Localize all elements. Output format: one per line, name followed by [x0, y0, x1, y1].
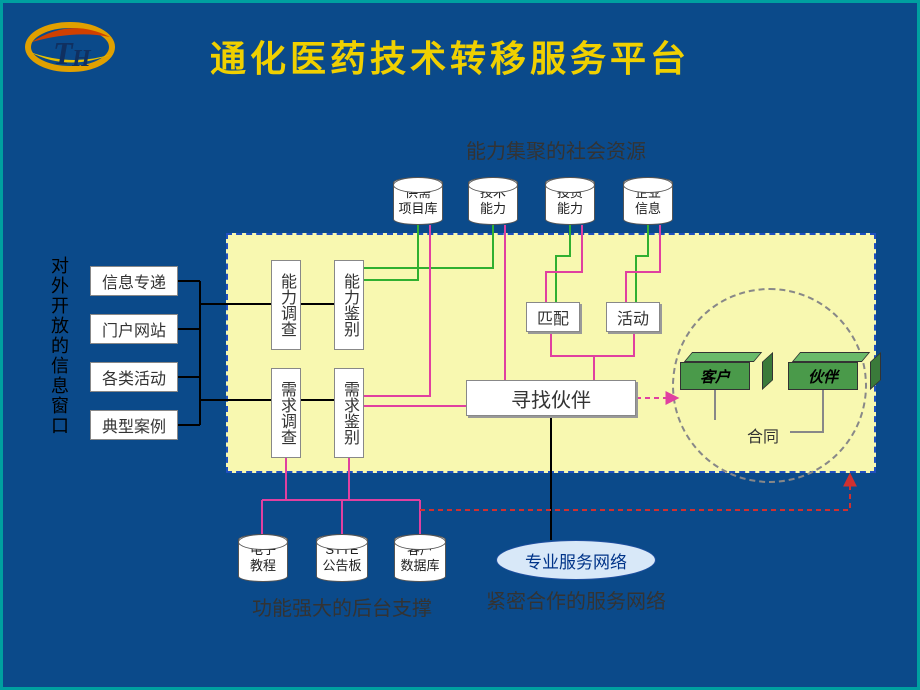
cylinder-db: 供需项目库: [393, 177, 443, 225]
info-window-box: 各类活动: [90, 362, 178, 392]
info-window-box: 门户网站: [90, 314, 178, 344]
process-box: 活动: [606, 302, 660, 332]
svg-text:T: T: [53, 35, 74, 71]
page-title: 通化医药技术转移服务平台: [210, 30, 690, 82]
cylinder-db: 电子教程: [238, 534, 288, 582]
process-box: 匹配: [526, 302, 580, 332]
info-window-box: 信息专递: [90, 266, 178, 296]
actor-cube: 客户: [680, 352, 762, 390]
logo: T H: [20, 12, 120, 82]
section-label-bottom-left: 功能强大的后台支撑: [252, 592, 432, 621]
section-label-left: 对外开放的信息窗口: [46, 256, 72, 436]
svg-text:H: H: [71, 46, 92, 72]
process-vbox: 能力调查: [271, 260, 301, 350]
section-label-bottom-right: 紧密合作的服务网络: [486, 585, 666, 614]
cylinder-db: 技术能力: [468, 177, 518, 225]
section-label-top: 能力集聚的社会资源: [466, 135, 646, 164]
cylinder-db: 投资能力: [545, 177, 595, 225]
process-box: 合同: [736, 420, 790, 450]
process-vbox: 能力鉴别: [334, 260, 364, 350]
cylinder-db: STTE公告板: [316, 534, 368, 582]
process-vbox: 需求调查: [271, 368, 301, 458]
cylinder-db: 企业信息: [623, 177, 673, 225]
service-network-ellipse: 专业服务网络: [496, 540, 656, 580]
actor-cube: 伙伴: [788, 352, 870, 390]
process-vbox: 需求鉴别: [334, 368, 364, 458]
process-box: 寻找伙伴: [466, 380, 636, 416]
cylinder-db: 客户数据库: [394, 534, 446, 582]
info-window-box: 典型案例: [90, 410, 178, 440]
